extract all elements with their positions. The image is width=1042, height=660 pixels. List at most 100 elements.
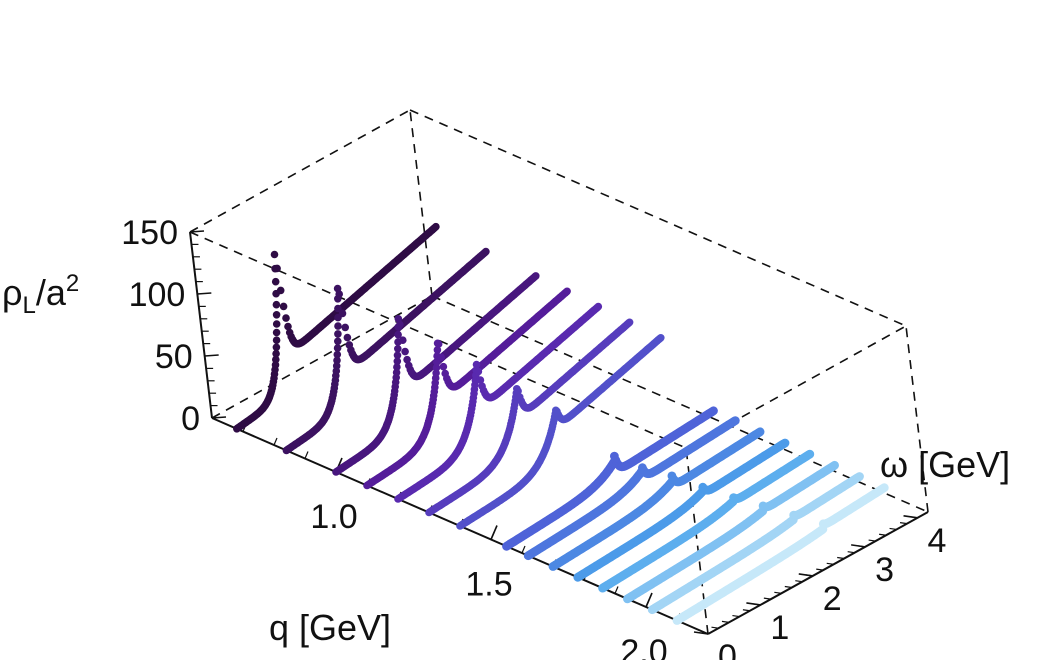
series-0 — [233, 222, 440, 433]
data-point — [755, 427, 765, 437]
y-minor-tick — [774, 591, 782, 594]
x-axis-title: q [GeV] — [269, 607, 391, 648]
data-point — [332, 362, 341, 370]
x-minor-tick — [490, 532, 495, 540]
y-minor-tick — [711, 626, 719, 629]
data-point — [432, 222, 440, 231]
data-point — [855, 472, 864, 481]
box-edge-back-3 — [409, 109, 907, 327]
box-edge-back-1 — [189, 109, 411, 233]
x-tick-label: 1.5 — [465, 566, 512, 604]
data-point — [276, 286, 285, 295]
data-point — [394, 330, 402, 339]
x-minor-tick — [645, 599, 650, 608]
data-point — [563, 287, 571, 296]
y-tick-label: 4 — [928, 522, 947, 560]
y-minor-tick — [742, 609, 750, 612]
data-point — [334, 330, 342, 338]
x-minor-tick — [273, 437, 278, 446]
data-point — [399, 336, 407, 345]
data-point — [282, 314, 290, 322]
data-point — [482, 247, 490, 256]
series-4 — [394, 302, 603, 503]
data-point — [432, 363, 441, 372]
z-tick-label: 100 — [129, 276, 186, 314]
data-point — [439, 362, 448, 371]
data-point — [401, 347, 409, 356]
y-tick-mark — [693, 631, 709, 635]
data-point — [393, 351, 402, 360]
data-point — [333, 344, 342, 352]
data-point — [334, 304, 342, 313]
box-edge-back-4 — [409, 109, 433, 297]
x-minor-tick — [304, 451, 309, 459]
y-minor-tick — [795, 580, 803, 583]
z-tick-mark — [204, 354, 219, 357]
data-point — [272, 320, 281, 328]
data-point — [472, 360, 481, 369]
y-minor-tick — [879, 533, 887, 536]
x-tick-label: 1.0 — [310, 498, 357, 536]
data-point — [514, 387, 522, 395]
y-minor-tick — [753, 603, 761, 606]
data-point — [272, 311, 281, 319]
data-point — [437, 353, 446, 362]
data-point — [657, 334, 665, 342]
z-tick-mark — [211, 416, 227, 419]
x-minor-tick — [521, 545, 526, 554]
data-point — [343, 333, 352, 342]
data-point — [284, 322, 292, 331]
data-point — [333, 350, 342, 359]
y-minor-tick — [868, 539, 876, 542]
y-minor-tick — [784, 585, 792, 589]
data-point — [279, 302, 288, 311]
y-minor-tick — [826, 562, 834, 565]
data-point — [433, 358, 441, 366]
y-minor-tick — [805, 574, 813, 577]
z-tick-label: 150 — [121, 214, 178, 252]
series-9 — [548, 427, 765, 571]
data-point — [394, 315, 403, 323]
box-edge-back-2 — [685, 325, 907, 449]
z-title-sup: 2 — [66, 270, 79, 297]
z-axis-title: ρL/a2 — [2, 270, 79, 319]
data-point — [272, 349, 280, 358]
data-point — [334, 322, 342, 330]
z-title-sub: L — [22, 292, 35, 319]
y-axis-title: ω [GeV] — [880, 444, 1010, 485]
box-edge-back-0 — [189, 231, 687, 449]
series-8 — [523, 416, 740, 561]
series-14 — [672, 483, 889, 625]
y-tick-label: 2 — [823, 580, 842, 618]
data-point — [270, 250, 279, 259]
data-point — [433, 346, 442, 354]
data-point — [730, 416, 740, 425]
data-point — [830, 460, 839, 470]
x-minor-tick — [614, 586, 619, 594]
data-point — [272, 300, 281, 309]
y-minor-tick — [732, 614, 740, 618]
data-point — [709, 406, 718, 416]
data-point — [594, 302, 603, 311]
y-minor-tick — [816, 568, 824, 571]
z-tick-mark — [197, 292, 212, 295]
z-tick-label: 50 — [155, 338, 193, 376]
box-edge-back-7 — [211, 295, 433, 419]
z-tick-label: 0 — [181, 400, 200, 438]
data-point — [392, 368, 401, 377]
y-tick-label: 0 — [718, 638, 737, 660]
data-point — [271, 277, 280, 286]
y-minor-tick — [763, 597, 771, 600]
z-title-slash: /a — [36, 272, 67, 313]
data-point — [393, 357, 402, 366]
z-tick-mark — [189, 230, 205, 233]
data-point — [805, 449, 815, 459]
y-minor-tick — [721, 620, 730, 623]
y-minor-tick — [847, 551, 855, 554]
series-13 — [647, 472, 864, 615]
data-point — [780, 438, 790, 448]
data-point — [333, 356, 341, 365]
series-12 — [623, 460, 839, 604]
data-point — [474, 367, 483, 376]
